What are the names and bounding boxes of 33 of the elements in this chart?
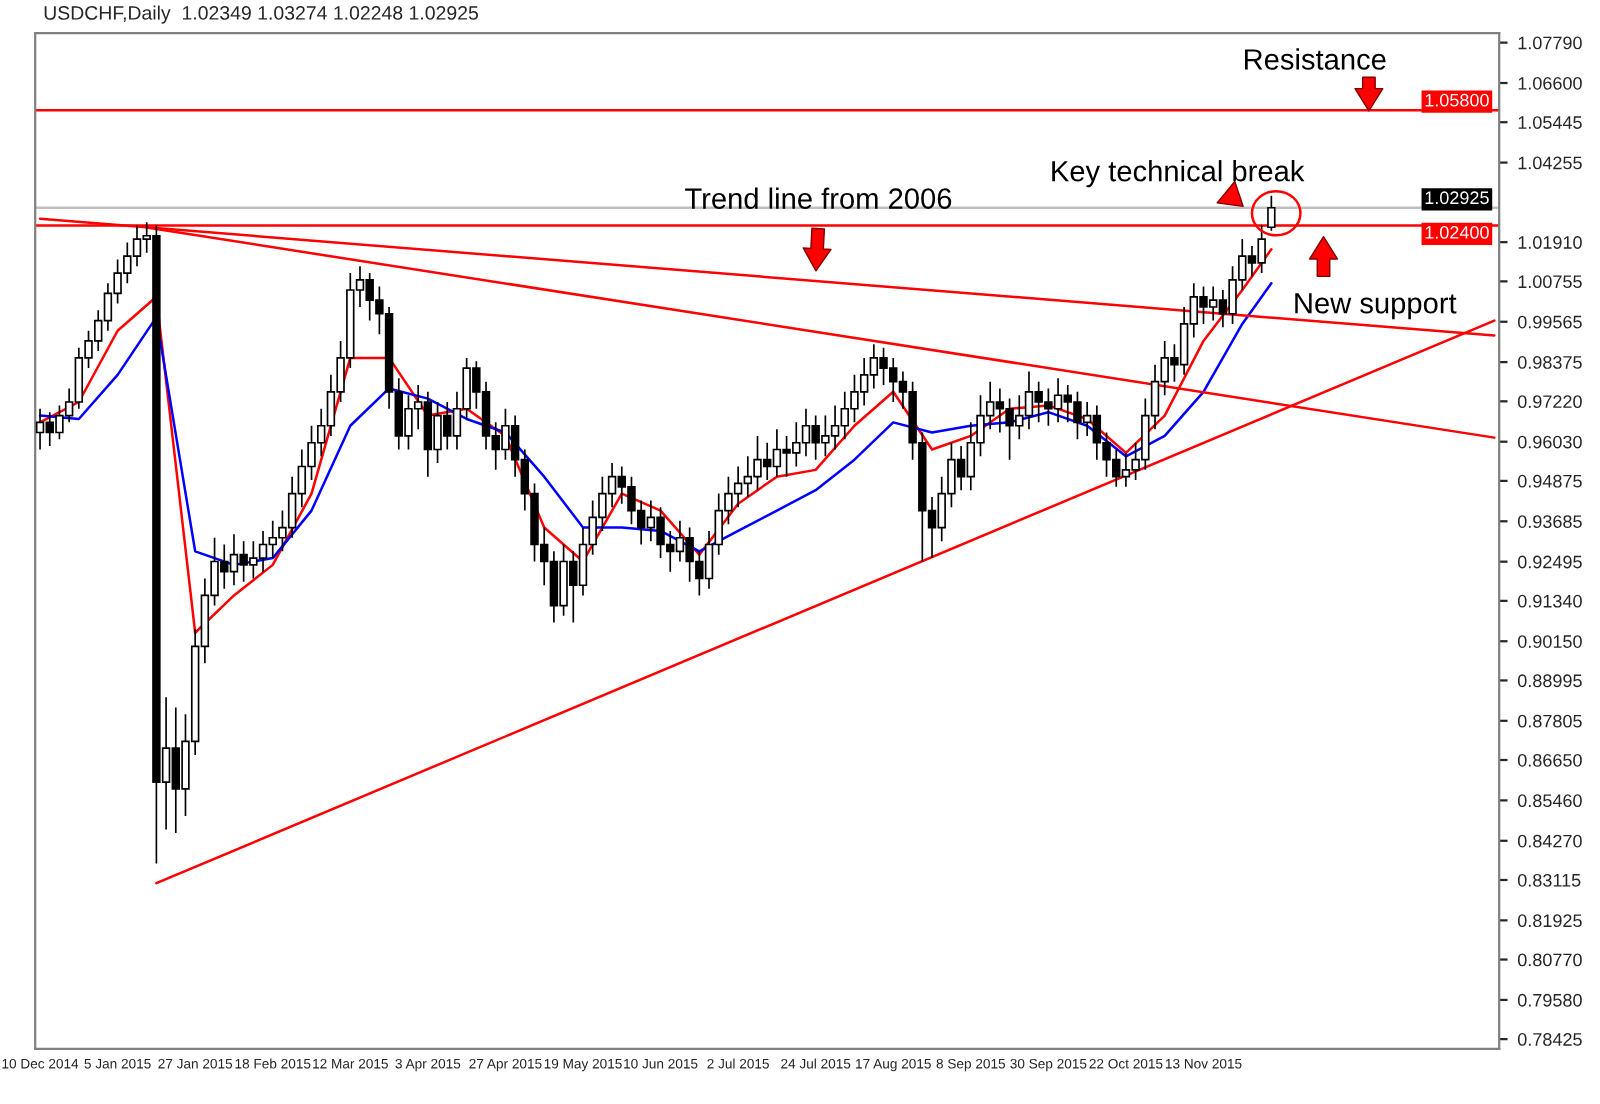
y-tick-label: 0.90150 (1517, 635, 1582, 648)
y-tick-label: 1.07790 (1518, 36, 1582, 50)
y-tick-label: 1.00755 (1518, 275, 1582, 289)
ref-line-label: 1.05800 (1425, 93, 1489, 107)
y-tick-label: 0.91340 (1517, 594, 1582, 608)
y-tick-label: 0.97220 (1517, 395, 1582, 409)
y-tick-label: 1.01910 (1518, 236, 1582, 249)
y-tick-label: 0.94875 (1517, 474, 1582, 488)
y-tick-label: 1.04255 (1518, 156, 1582, 170)
ref-line-label: 1.02400 (1425, 226, 1489, 239)
y-tick-label: 0.87805 (1517, 714, 1582, 728)
y-tick-label: 0.83115 (1517, 873, 1581, 887)
y-tick-label: 0.84270 (1517, 834, 1582, 848)
y-tick-label: 0.79580 (1517, 993, 1582, 1007)
annotation: Trend line from 2006 (685, 187, 952, 209)
y-tick-label: 1.06600 (1518, 76, 1582, 90)
y-tick-label: 0.88995 (1517, 674, 1582, 688)
y-tick-label: 0.78425 (1517, 1033, 1582, 1046)
y-tick-label: 0.99565 (1517, 315, 1582, 329)
chart-title: USDCHF,Daily 1.02349 1.03274 1.02248 1.02925 (44, 5, 479, 24)
y-tick-label: 0.80770 (1517, 953, 1582, 967)
y-tick-label: 0.92495 (1517, 555, 1582, 569)
y-tick-label: 0.98375 (1517, 356, 1582, 369)
ref-line-label: 1.02925 (1425, 191, 1489, 205)
annotation: Key technical break (1052, 160, 1305, 188)
y-tick-label: 1.05445 (1518, 116, 1582, 129)
y-tick-label: 0.93685 (1517, 515, 1582, 528)
y-tick-label: 0.96030 (1517, 435, 1582, 449)
y-tick-label: 0.85460 (1517, 794, 1582, 808)
y-tick-label: 0.81925 (1517, 914, 1582, 928)
annotation: Resistance (1244, 48, 1386, 70)
annotation: New support (1295, 293, 1457, 320)
y-tick-label: 0.86650 (1517, 753, 1582, 767)
